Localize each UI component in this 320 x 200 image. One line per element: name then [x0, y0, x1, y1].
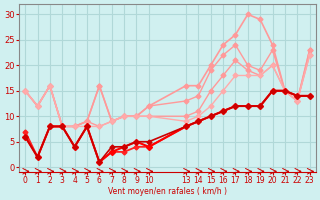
- X-axis label: Vent moyen/en rafales ( km/h ): Vent moyen/en rafales ( km/h ): [108, 187, 227, 196]
